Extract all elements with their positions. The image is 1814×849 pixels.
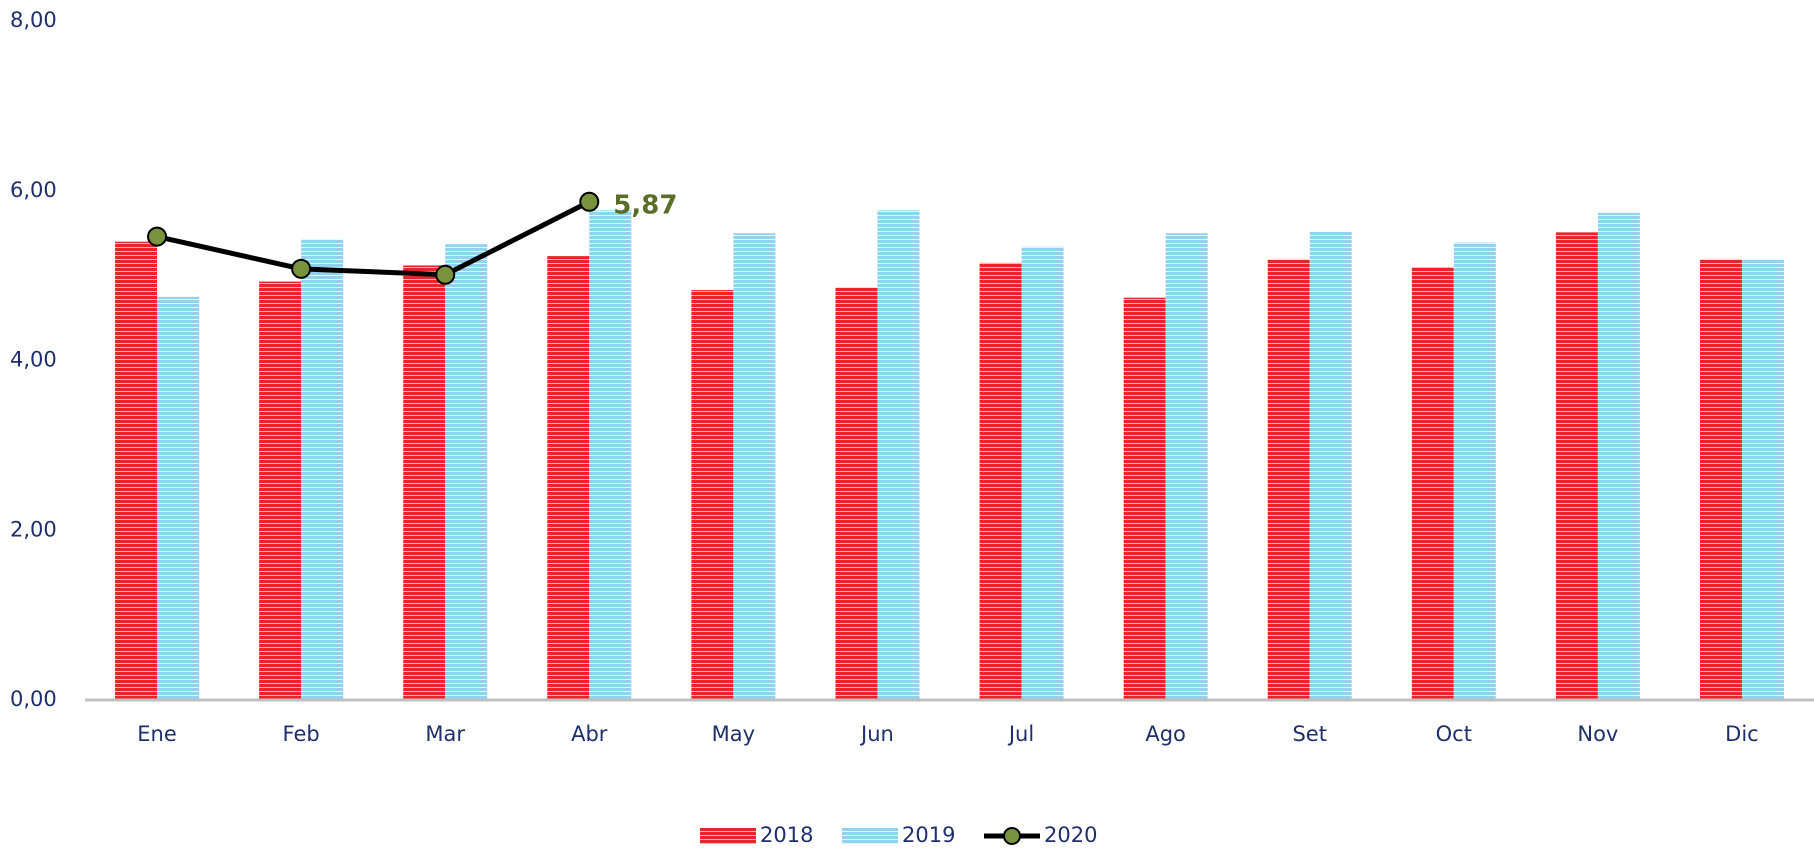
x-tick-label: Jun: [859, 722, 894, 746]
bar: [835, 287, 878, 700]
bar: [1741, 259, 1784, 700]
bar: [589, 210, 632, 701]
y-tick-label: 6,00: [10, 178, 57, 202]
bar: [1597, 212, 1640, 700]
bar: [1021, 246, 1064, 700]
bar: [1309, 231, 1352, 701]
x-tick-label: Jul: [1007, 722, 1034, 746]
y-tick-label: 0,00: [10, 687, 57, 711]
data-label: 5,87: [613, 190, 677, 220]
bar: [115, 241, 158, 701]
legend-label: 2019: [902, 823, 955, 847]
legend-label: 2018: [760, 823, 813, 847]
bar: [1699, 259, 1742, 700]
bar: [157, 296, 200, 700]
x-tick-label: Ago: [1145, 722, 1186, 746]
bar: [979, 262, 1022, 700]
legend-label: 2020: [1044, 823, 1097, 847]
x-tick-label: Feb: [283, 722, 320, 746]
marker: [579, 191, 600, 212]
x-tick-label: Abr: [571, 722, 608, 746]
x-tick-label: Mar: [425, 722, 465, 746]
bar: [445, 244, 488, 700]
x-tick-label: Oct: [1436, 722, 1472, 746]
bar: [1123, 297, 1166, 700]
bar: [1267, 259, 1310, 700]
bar: [1453, 242, 1496, 700]
x-tick-label: May: [712, 722, 755, 746]
bar: [259, 281, 302, 700]
bar: [1165, 233, 1208, 700]
marker: [147, 226, 168, 247]
bar: [1555, 232, 1598, 700]
marker: [291, 258, 312, 279]
legend-swatch: [842, 828, 898, 844]
marker: [435, 264, 456, 285]
y-tick-label: 8,00: [10, 8, 57, 32]
line: [156, 199, 591, 278]
bar: [877, 210, 920, 701]
y-tick-label: 4,00: [10, 348, 57, 372]
bar: [691, 290, 734, 700]
bar: [547, 256, 590, 700]
x-tick-label: Set: [1292, 722, 1326, 746]
bar: [1411, 267, 1454, 700]
x-tick-label: Nov: [1577, 722, 1618, 746]
x-tick-label: Ene: [137, 722, 177, 746]
bar: [403, 265, 446, 700]
bar: [301, 239, 344, 700]
x-tick-label: Dic: [1725, 722, 1759, 746]
legend-swatch: [700, 828, 756, 844]
legend-swatch: [1003, 827, 1021, 845]
bar: [733, 233, 776, 700]
y-tick-label: 2,00: [10, 517, 57, 541]
